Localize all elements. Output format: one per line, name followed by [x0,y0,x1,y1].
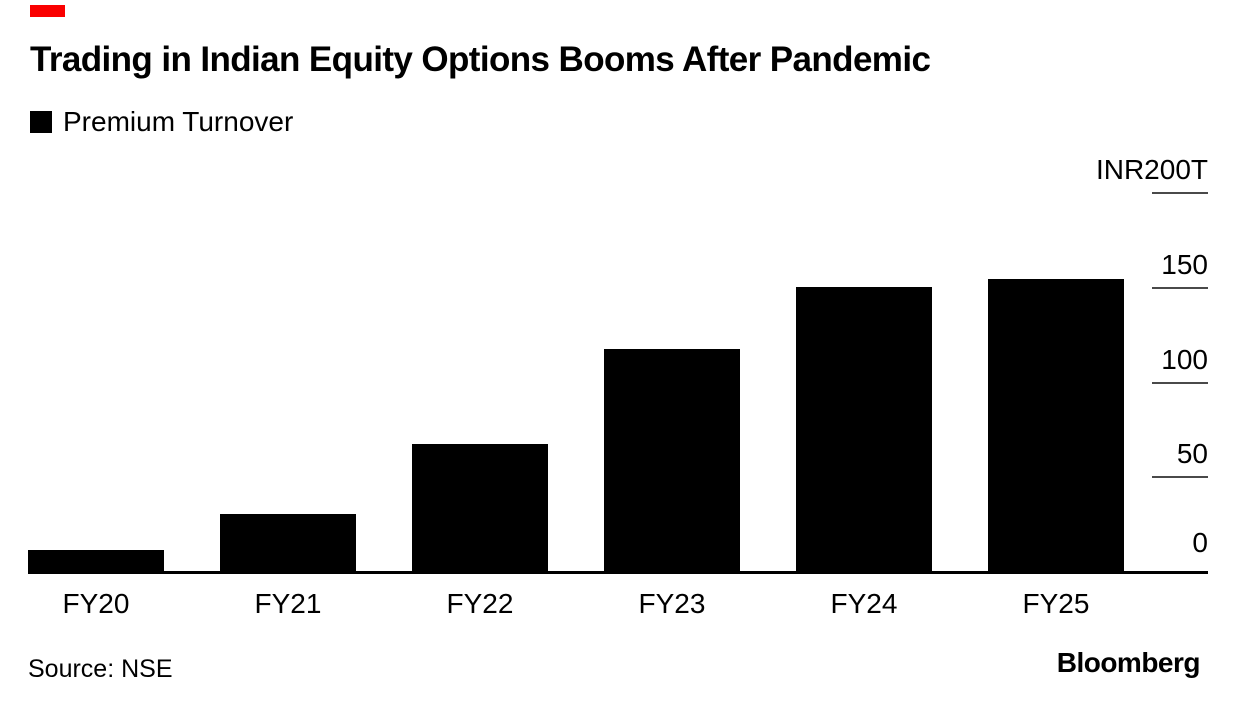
bar-FY22 [412,444,548,573]
y-axis-label-150: 150 [1161,249,1208,280]
brand-accent-mark [30,5,65,17]
x-axis-label-FY21: FY21 [254,588,322,619]
legend-label: Premium Turnover [63,106,294,137]
bar-FY21 [220,514,356,573]
legend: Premium Turnover [30,108,293,136]
y-axis-tick-100 [1152,382,1208,384]
y-axis-tick-200 [1152,192,1208,194]
bar-FY23 [604,349,740,573]
source-note: Source: NSE [28,655,173,683]
x-axis-label-FY20: FY20 [62,588,130,619]
bar-FY25 [988,279,1124,573]
y-axis-label-100: 100 [1161,344,1208,375]
y-axis-tick-50 [1152,476,1208,478]
bloomberg-logo: Bloomberg [1056,647,1201,678]
chart-title: Trading in Indian Equity Options Booms A… [30,40,931,79]
x-axis-label-FY22: FY22 [446,588,514,619]
bar-FY20 [28,550,164,573]
y-axis-tick-150 [1152,287,1208,289]
legend-swatch [30,111,52,133]
x-axis-label-FY23: FY23 [638,588,706,619]
x-axis-label-FY25: FY25 [1022,588,1090,619]
y-axis-label-50: 50 [1176,438,1208,469]
y-axis-label-0: 0 [1192,527,1208,558]
y-axis-label-200: INR200T [1095,154,1208,185]
bar-FY24 [796,287,932,573]
x-axis-label-FY24: FY24 [830,588,898,619]
